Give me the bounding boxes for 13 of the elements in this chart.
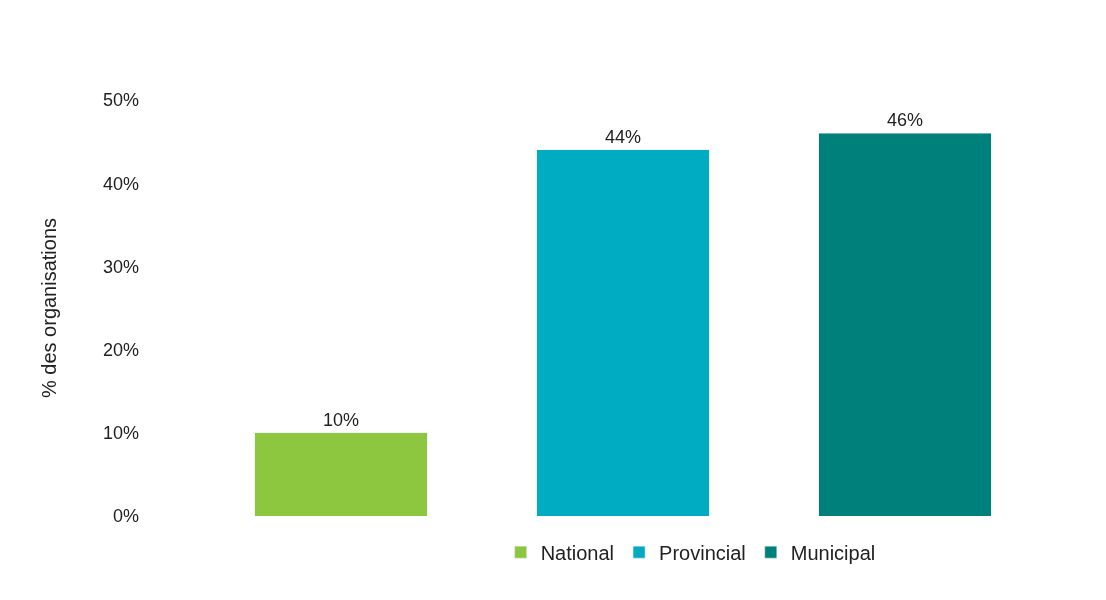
y-tick-label: 30% bbox=[102, 256, 139, 277]
y-tick-label: 20% bbox=[102, 339, 139, 360]
legend-label: Municipal bbox=[790, 541, 876, 564]
y-tick-label: 40% bbox=[102, 173, 139, 194]
legend-label: Provincial bbox=[659, 541, 746, 564]
y-tick-label: 50% bbox=[102, 90, 139, 111]
data-label: 10% bbox=[322, 409, 360, 430]
legend-label: National bbox=[540, 541, 615, 564]
y-tick-label: 10% bbox=[102, 423, 139, 444]
data-label: 46% bbox=[886, 110, 924, 131]
data-label: 44% bbox=[604, 126, 642, 147]
y-axis-title: % des organisations bbox=[38, 217, 61, 399]
y-tick-label: 0% bbox=[112, 506, 139, 527]
